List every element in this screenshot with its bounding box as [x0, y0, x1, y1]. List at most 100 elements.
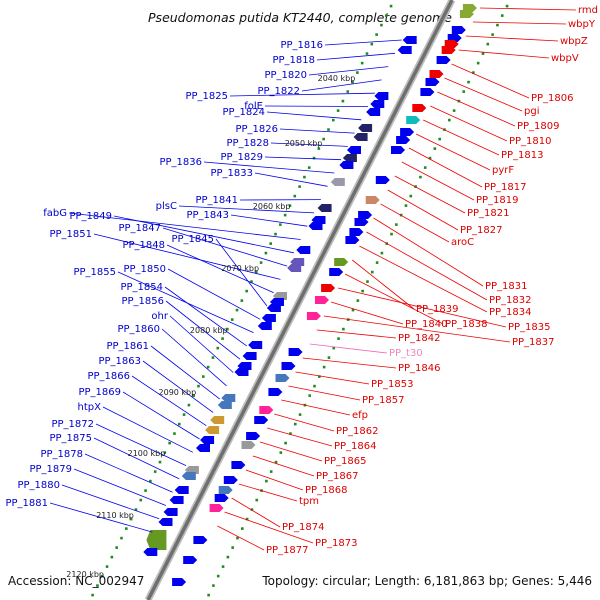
- gene-label[interactable]: PP_1861: [106, 341, 149, 352]
- gene-label[interactable]: PP_1850: [123, 264, 166, 275]
- gene-label[interactable]: efp: [352, 410, 368, 421]
- gene-label[interactable]: PP_1874: [282, 522, 325, 533]
- leader-line: [73, 468, 167, 506]
- gene-label[interactable]: PP_1809: [517, 121, 560, 132]
- gene-label[interactable]: PP_1820: [264, 70, 307, 81]
- gene-label[interactable]: PP_1860: [117, 324, 160, 335]
- gene-label[interactable]: PP_1857: [362, 395, 405, 406]
- gene-label[interactable]: PP_1862: [336, 426, 379, 437]
- gene-label[interactable]: plsC: [156, 201, 177, 212]
- leader-line: [344, 273, 444, 325]
- gene-label[interactable]: PP_1836: [159, 157, 202, 168]
- gene-label[interactable]: PP_1869: [78, 387, 121, 398]
- gene-label[interactable]: rmd: [578, 5, 598, 16]
- tick-dot: [293, 422, 297, 426]
- gene-label[interactable]: PP_1878: [40, 449, 83, 460]
- gene-label[interactable]: pyrF: [492, 165, 514, 176]
- gene-label[interactable]: PP_1832: [489, 295, 532, 306]
- leader-line: [267, 427, 333, 447]
- tick-dot: [187, 403, 191, 407]
- gene-arrow: [451, 26, 466, 34]
- gene-label[interactable]: PP_t30: [389, 348, 423, 359]
- gene-arrow: [174, 486, 189, 494]
- gene-label[interactable]: PP_1863: [98, 356, 141, 367]
- tick-dot: [265, 479, 268, 483]
- gene-label[interactable]: PP_1828: [226, 138, 269, 149]
- gene-label[interactable]: folE: [244, 101, 263, 112]
- genome-backbone: [144, 0, 456, 600]
- gene-label[interactable]: PP_1839: [416, 304, 459, 315]
- gene-label[interactable]: PP_1819: [476, 195, 519, 206]
- gene-label[interactable]: PP_1881: [5, 498, 48, 509]
- leader-line: [408, 147, 483, 188]
- gene-label[interactable]: PP_1833: [210, 168, 253, 179]
- leader-line: [245, 469, 304, 491]
- gene-label[interactable]: PP_1868: [305, 485, 348, 496]
- gene-label[interactable]: PP_1837: [512, 337, 555, 348]
- gene-label[interactable]: PP_1810: [509, 136, 552, 147]
- gene-label[interactable]: htpX: [78, 402, 102, 413]
- gene-label[interactable]: PP_1842: [398, 333, 441, 344]
- gene-label[interactable]: PP_1880: [17, 480, 60, 491]
- gene-label[interactable]: PP_1838: [445, 319, 488, 330]
- gene-label[interactable]: fabG: [43, 208, 67, 219]
- gene-label[interactable]: PP_1867: [316, 471, 359, 482]
- gene-label[interactable]: PP_1841: [195, 195, 238, 206]
- gene-label[interactable]: ohr: [151, 311, 168, 322]
- gene-label[interactable]: PP_1848: [122, 240, 165, 251]
- tick-dot: [370, 270, 374, 274]
- gene-label[interactable]: PP_1872: [51, 419, 94, 430]
- gene-label[interactable]: PP_1817: [484, 182, 527, 193]
- tick-dot: [206, 365, 210, 369]
- gene-label[interactable]: wbpV: [551, 53, 579, 64]
- gene-label[interactable]: PP_1831: [485, 281, 528, 292]
- tick-dot: [134, 508, 138, 511]
- gene-label[interactable]: wbpY: [568, 19, 596, 30]
- gene-label[interactable]: PP_1827: [460, 225, 503, 236]
- gene-label[interactable]: PP_1853: [371, 379, 414, 390]
- gene-label[interactable]: PP_1834: [489, 307, 532, 318]
- gene-label[interactable]: PP_1818: [272, 55, 315, 66]
- gene-label[interactable]: PP_1877: [266, 545, 309, 556]
- kbp-scale-labels: 2040 kbp 2050 kbp 2060 kbp 2070 kbp 2080 kbp…: [66, 74, 355, 579]
- gene-label[interactable]: wbpZ: [560, 36, 588, 47]
- leader-line: [131, 375, 207, 427]
- gene-arrow: [242, 352, 257, 360]
- gene-label[interactable]: PP_1821: [467, 208, 510, 219]
- tick-dot: [342, 327, 345, 331]
- gene-label[interactable]: pgi: [524, 106, 539, 117]
- gene-label[interactable]: PP_1824: [222, 107, 265, 118]
- gene-label[interactable]: PP_1822: [257, 86, 300, 97]
- kbp-label: 2110 kbp: [96, 511, 134, 520]
- gene-label[interactable]: PP_1829: [220, 152, 263, 163]
- leader-line: [316, 329, 397, 339]
- gene-label[interactable]: PP_1851: [49, 229, 92, 240]
- gene-label[interactable]: PP_1813: [501, 150, 544, 161]
- gene-label[interactable]: PP_1879: [29, 464, 72, 475]
- gene-label[interactable]: PP_1873: [315, 538, 358, 549]
- gene-label[interactable]: PP_1843: [186, 210, 229, 221]
- gene-label[interactable]: PP_1849: [69, 211, 112, 222]
- gene-label[interactable]: tpm: [299, 496, 319, 507]
- gene-label[interactable]: PP_1875: [49, 433, 92, 444]
- gene-label[interactable]: PP_1816: [280, 40, 323, 51]
- tick-dot: [254, 270, 258, 274]
- leader-line: [330, 301, 404, 325]
- gene-label[interactable]: PP_1826: [235, 124, 278, 135]
- gene-label[interactable]: PP_1846: [398, 363, 441, 374]
- gene-label[interactable]: PP_1840: [405, 319, 448, 330]
- gene-label[interactable]: PP_1866: [87, 371, 130, 382]
- gene-label[interactable]: PP_1854: [120, 282, 163, 293]
- gene-label[interactable]: PP_1845: [171, 234, 214, 245]
- gene-label[interactable]: PP_1855: [73, 267, 116, 278]
- gene-label[interactable]: PP_1806: [531, 93, 574, 104]
- gene-label[interactable]: aroC: [451, 237, 474, 248]
- gene-label[interactable]: PP_1835: [508, 322, 551, 333]
- gene-label[interactable]: PP_1864: [334, 441, 377, 452]
- gene-label[interactable]: PP_1847: [118, 223, 161, 234]
- gene-label[interactable]: PP_1856: [121, 296, 164, 307]
- gene-label[interactable]: PP_1825: [185, 91, 228, 102]
- gene-label[interactable]: PP_1865: [324, 456, 367, 467]
- tick-dot: [390, 232, 393, 236]
